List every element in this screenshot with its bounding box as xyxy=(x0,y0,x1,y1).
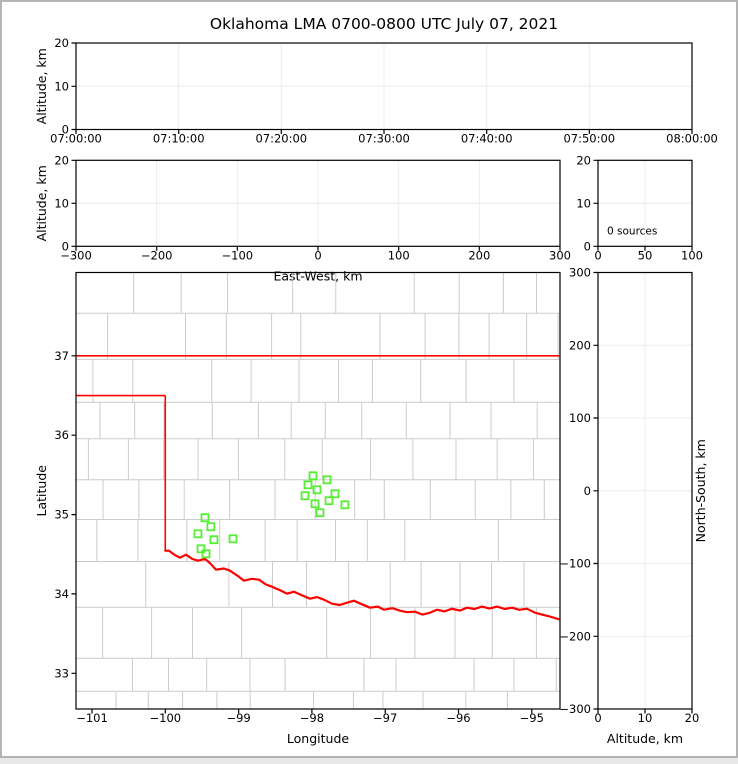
y-tick-label: 10 xyxy=(54,79,69,93)
y-tick-label: 33 xyxy=(54,666,69,680)
county-boundaries xyxy=(76,272,560,709)
y-tick-label: 20 xyxy=(54,153,69,167)
lma-station-marker xyxy=(300,491,310,501)
y-tick-label: 35 xyxy=(54,508,69,522)
x-tick-label: 20 xyxy=(685,711,700,725)
y-tick-label: 20 xyxy=(576,153,591,167)
x-tick-label: −100 xyxy=(150,711,182,725)
lma-station-marker xyxy=(206,522,216,532)
x-tick-label: 08:00:00 xyxy=(666,132,718,146)
x-tick-label: −101 xyxy=(76,711,108,725)
x-tick-label: −95 xyxy=(520,711,544,725)
x-tick-label: −200 xyxy=(141,248,173,262)
x-tick-label: 200 xyxy=(468,248,490,262)
tick-marks xyxy=(71,42,693,134)
lma-station-marker xyxy=(310,499,320,509)
grid-lines xyxy=(598,272,692,709)
y-tick-label: 34 xyxy=(54,587,69,601)
y-tick-label: 36 xyxy=(54,428,69,442)
source-count-annotation: 0 sources xyxy=(607,225,657,237)
lma-station-marker xyxy=(315,508,325,518)
x-tick-label: −97 xyxy=(373,711,397,725)
lma-station-marker xyxy=(312,485,322,495)
lma-station-marker xyxy=(324,496,334,506)
x-tick-label: −100 xyxy=(222,248,254,262)
x-axis-label: Altitude, km xyxy=(607,731,683,746)
y-tick-label: 300 xyxy=(569,266,591,280)
tick-marks xyxy=(593,159,693,251)
x-tick-label: −99 xyxy=(226,711,250,725)
grid-lines xyxy=(598,160,692,247)
y-tick-label: −200 xyxy=(559,629,591,643)
x-tick-label: −98 xyxy=(300,711,324,725)
x-tick-label: 0 xyxy=(594,248,601,262)
y-tick-label: −300 xyxy=(559,702,591,716)
y-tick-label: 0 xyxy=(62,123,69,137)
lma-station-marker xyxy=(340,500,350,510)
y-axis-label: Altitude, km xyxy=(34,165,49,241)
y-tick-label: 37 xyxy=(54,349,69,363)
source-count-histogram-panel: 0 50 100 0 10 20 0 sources xyxy=(576,153,703,262)
x-tick-label: 0 xyxy=(314,248,321,262)
x-tick-label: 07:00:00 xyxy=(50,132,102,146)
lma-station-marker xyxy=(322,475,332,485)
y-tick-label: 0 xyxy=(584,239,591,253)
x-axis-label: Longitude xyxy=(287,731,349,746)
y-tick-label: 10 xyxy=(576,196,591,210)
tick-marks xyxy=(71,355,533,714)
lma-station-marker xyxy=(330,489,340,499)
lma-station-marker xyxy=(209,535,219,545)
x-tick-label: 50 xyxy=(638,248,653,262)
lma-station-marker xyxy=(201,549,211,559)
altitude-vs-east-west-panel: −300 −200 −100 0 100 200 300 0 10 20 East-West, km… xyxy=(34,153,571,283)
lma-station-marker xyxy=(196,544,206,554)
altitude-vs-time-panel: 07:00:00 07:10:00 07:20:00 07:30:00 07:40:00… xyxy=(34,36,718,146)
station-markers xyxy=(193,471,350,559)
y-tick-label: 10 xyxy=(54,196,69,210)
north-south-vs-altitude-panel: 0 10 20 −300 −200 −100 0 100 200 300 Altitude, km N… xyxy=(559,266,708,747)
panels-group: 07:00:00 07:10:00 07:20:00 07:30:00 07:40:00… xyxy=(34,36,718,746)
lma-station-marker xyxy=(308,471,318,481)
state-border-red-river xyxy=(164,549,560,621)
x-tick-label: −96 xyxy=(446,711,470,725)
x-tick-label: 100 xyxy=(681,248,703,262)
tick-marks xyxy=(593,271,693,714)
lma-station-marker xyxy=(193,529,203,539)
y-axis-label: Altitude, km xyxy=(34,48,49,124)
x-axis-label: East-West, km xyxy=(273,268,362,283)
x-tick-label: −300 xyxy=(60,248,92,262)
x-tick-label: 07:20:00 xyxy=(255,132,307,146)
y-tick-label: 0 xyxy=(62,239,69,253)
plan-view-map-panel: −101 −100 −99 −98 −97 −96 −95 33 34 35 36 37 Longitu… xyxy=(34,271,561,746)
lma-station-marker xyxy=(228,534,238,544)
lma-station-marker xyxy=(303,480,313,490)
panel-frame xyxy=(75,271,561,710)
x-tick-label: 07:50:00 xyxy=(563,132,615,146)
y-tick-label: 0 xyxy=(584,484,591,498)
map-content xyxy=(76,272,560,709)
x-tick-label: 07:10:00 xyxy=(153,132,205,146)
y-tick-label: 200 xyxy=(569,338,591,352)
y-tick-label: −100 xyxy=(559,557,591,571)
y-tick-label: 100 xyxy=(569,411,591,425)
lma-station-marker xyxy=(200,513,210,523)
x-tick-label: 07:30:00 xyxy=(358,132,410,146)
y-tick-label: 20 xyxy=(54,36,69,50)
tick-marks xyxy=(71,159,561,251)
y-axis-label: North-South, km xyxy=(693,439,708,542)
x-tick-label: 300 xyxy=(549,248,571,262)
x-tick-label: 0 xyxy=(594,711,601,725)
grid-lines xyxy=(76,160,560,247)
x-tick-label: 07:40:00 xyxy=(461,132,513,146)
figure-title: Oklahoma LMA 0700-0800 UTC July 07, 2021 xyxy=(210,15,558,33)
x-tick-label: 100 xyxy=(388,248,410,262)
x-tick-label: 10 xyxy=(638,711,653,725)
grid-lines xyxy=(76,43,692,130)
y-axis-label: Latitude xyxy=(34,465,49,517)
